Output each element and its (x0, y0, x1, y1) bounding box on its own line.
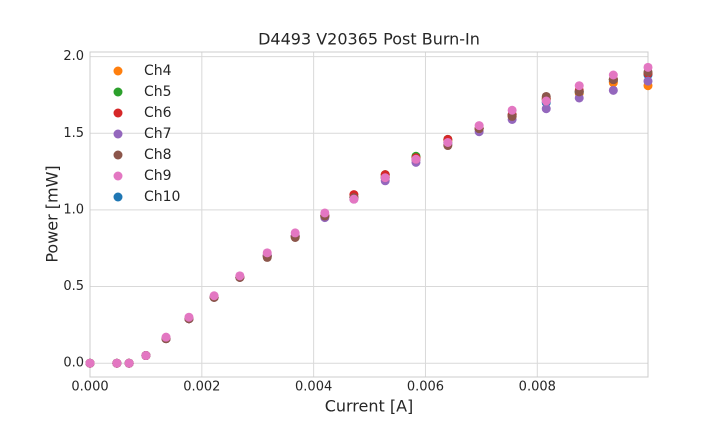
legend-marker (113, 87, 123, 97)
data-point (507, 105, 517, 115)
legend-marker (113, 66, 123, 76)
data-point (290, 228, 300, 238)
data-point (262, 248, 272, 258)
data-point (209, 291, 219, 301)
x-tick-label: 0.004 (295, 380, 332, 395)
data-point (541, 96, 551, 106)
data-point (380, 173, 390, 183)
data-point (124, 358, 134, 368)
data-point (235, 271, 245, 281)
legend-marker (113, 192, 123, 202)
legend-label: Ch4 (144, 63, 172, 79)
data-point (643, 76, 653, 86)
data-point (608, 85, 618, 95)
legend-label: Ch7 (144, 126, 172, 142)
y-tick-label: 0.5 (63, 279, 84, 294)
legend-label: Ch8 (144, 147, 172, 163)
data-point (141, 351, 151, 361)
data-point (320, 208, 330, 218)
legend-label: Ch9 (144, 168, 172, 184)
x-tick-label: 0.000 (71, 380, 108, 395)
legend-label: Ch10 (144, 189, 180, 205)
y-axis-label: Power [mW] (43, 165, 62, 262)
plot-frame (89, 51, 649, 378)
data-point (411, 154, 421, 164)
data-point (643, 62, 653, 72)
data-point (541, 104, 551, 114)
y-tick-label: 1.0 (63, 202, 84, 217)
data-point (112, 358, 122, 368)
data-point (161, 332, 171, 342)
data-point (85, 358, 95, 368)
x-axis-label: Current [A] (325, 397, 414, 416)
data-point (349, 194, 359, 204)
legend-marker (113, 150, 123, 160)
legend-label: Ch6 (144, 105, 172, 121)
x-tick-label: 0.006 (407, 380, 444, 395)
data-point (574, 81, 584, 91)
x-tick-label: 0.008 (519, 380, 556, 395)
data-point (443, 137, 453, 147)
data-point (474, 121, 484, 131)
legend-marker (113, 108, 123, 118)
y-tick-label: 0.0 (63, 356, 84, 371)
data-point (608, 70, 618, 80)
y-tick-label: 1.5 (63, 126, 84, 141)
data-point (184, 312, 194, 322)
y-tick-label: 2.0 (63, 49, 84, 64)
legend-marker (113, 171, 123, 181)
legend-label: Ch5 (144, 84, 172, 100)
chart-title: D4493 V20365 Post Burn-In (258, 30, 480, 49)
legend-marker (113, 129, 123, 139)
x-tick-label: 0.002 (183, 380, 220, 395)
